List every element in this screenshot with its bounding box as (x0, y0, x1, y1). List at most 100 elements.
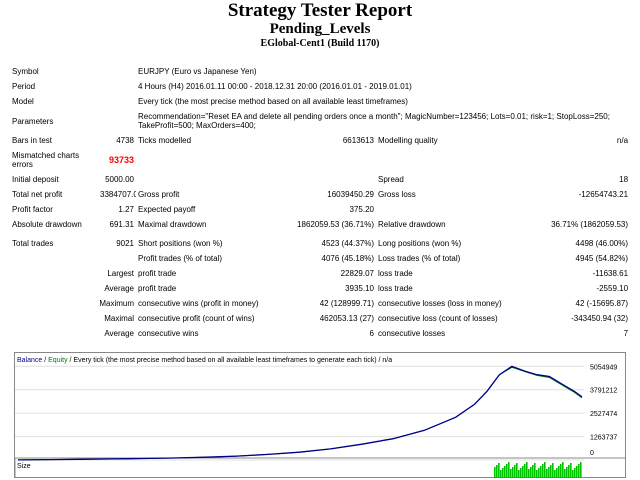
grossprofit-label: Gross profit (138, 190, 180, 199)
netprofit-row: Total net profit 3384707.08 Gross profit… (10, 187, 630, 202)
size-bar (566, 467, 568, 478)
size-bar (576, 466, 578, 478)
mismatch-row: Mismatched charts errors 93733 (10, 148, 630, 172)
maxdd-value: 1862059.53 (36.71%) (297, 220, 374, 229)
reldd-value: 36.71% (1862059.53) (551, 220, 629, 229)
size-bar (578, 464, 580, 478)
avg-cl-label: consecutive losses (378, 329, 446, 338)
size-bar (504, 466, 506, 478)
short-value: 4523 (44.37%) (321, 239, 374, 248)
average-label: Average (104, 284, 134, 293)
symbol-label: Symbol (12, 67, 39, 76)
size-bar (508, 462, 510, 478)
bars-label: Bars in test (12, 136, 53, 145)
size-bar (498, 463, 500, 478)
max-cw-value: 42 (128999.71) (319, 299, 374, 308)
largest-row: Largest profit trade 22829.07 loss trade… (10, 266, 630, 281)
max-cw-label: consecutive wins (profit in money) (138, 299, 259, 308)
size-bar (552, 463, 554, 478)
size-bar (540, 466, 542, 478)
deposit-label: Initial deposit (12, 175, 59, 184)
profittrades-row: Profit trades (% of total) 4076 (45.18%)… (10, 251, 630, 266)
average-pt-value: 3935.10 (345, 284, 374, 293)
deposit-value: 5000.00 (105, 175, 134, 184)
size-bar (510, 469, 512, 478)
avg2-label: Average (104, 329, 134, 338)
parameters-line-2: TakeProfit=500; MaxOrders=400; (138, 121, 256, 130)
size-bar (506, 464, 508, 478)
size-bar (570, 463, 572, 478)
symbol-row: Symbol EURJPY (Euro vs Japanese Yen) (10, 64, 630, 79)
largest-label: Largest (107, 269, 134, 278)
absdd-label: Absolute drawdown (12, 220, 82, 229)
profittrades-label: Profit trades (% of total) (138, 254, 223, 263)
y-tick-label: 1263737 (590, 435, 617, 442)
long-value: 4498 (46.00%) (575, 239, 629, 248)
quality-label: Modelling quality (378, 136, 438, 145)
trades-value: 9021 (116, 239, 134, 248)
netprofit-value: 3384707.08 (100, 190, 136, 199)
average-lt-value: -2559.10 (596, 284, 629, 293)
model-row: Model Every tick (the most precise metho… (10, 94, 630, 109)
size-bar (572, 470, 574, 478)
average-pt-label: profit trade (138, 284, 177, 293)
legend-description: / Every tick (the most precise method ba… (68, 357, 393, 364)
maximum-row: Maximum consecutive wins (profit in mone… (10, 296, 630, 311)
chart-frame (14, 352, 626, 478)
y-axis-ticks: 5054949 3791212 2527474 1263737 0 (590, 364, 617, 457)
size-bar (516, 463, 518, 478)
size-bar (534, 463, 536, 478)
quality-value: n/a (616, 136, 629, 145)
size-bar (580, 462, 582, 478)
payoff-value: 375.20 (349, 205, 374, 214)
size-bar (550, 465, 552, 478)
legend-equity: Equity (48, 357, 68, 364)
symbol-value: EURJPY (Euro vs Japanese Yen) (138, 67, 257, 76)
maximal-cl-value: -343450.94 (32) (571, 314, 629, 323)
balance-line (17, 365, 583, 461)
bars-value: 4738 (116, 136, 134, 145)
size-bar (524, 464, 526, 478)
size-bar (520, 468, 522, 478)
largest-pt-label: profit trade (138, 269, 177, 278)
grossprofit-value: 16039450.29 (327, 190, 374, 199)
mismatch-label: Mismatched charts errors (10, 148, 98, 172)
maximal-label: Maximal (104, 314, 134, 323)
long-label: Long positions (won %) (378, 239, 462, 248)
mismatch-label-1: Mismatched charts (12, 151, 80, 160)
profitfactor-row: Profit factor 1.27 Expected payoff 375.2… (10, 202, 630, 217)
reldd-label: Relative drawdown (378, 220, 446, 229)
size-bar (496, 465, 498, 478)
size-bar (556, 468, 558, 478)
expert-name: Pending_Levels (269, 21, 371, 37)
size-bar (564, 469, 566, 478)
max-cl-label: consecutive losses (loss in money) (378, 299, 502, 308)
trades-row: Total trades 9021 Short positions (won %… (10, 236, 630, 251)
largest-pt-value: 22829.07 (340, 269, 374, 278)
size-bar (514, 465, 516, 478)
report-table: Symbol EURJPY (Euro vs Japanese Yen) Per… (10, 64, 630, 341)
maximum-label: Maximum (99, 299, 134, 308)
report-title: Strategy Tester Report (227, 0, 413, 21)
y-tick-label: 3791212 (590, 388, 617, 395)
y-tick-label: 0 (590, 450, 594, 457)
average-lt-label: loss trade (378, 284, 413, 293)
maximal-cp-value: 462053.13 (27) (319, 314, 374, 323)
grossloss-value: -12654743.21 (578, 190, 629, 199)
netprofit-label: Total net profit (12, 190, 63, 199)
losstrades-value: 4945 (54.82%) (575, 254, 629, 263)
grossloss-label: Gross loss (378, 190, 416, 199)
ticks-value: 6613613 (342, 136, 374, 145)
size-bar (512, 467, 514, 478)
payoff-label: Expected payoff (138, 205, 196, 214)
chart-legend: Balance / Equity / Every tick (the most … (17, 357, 392, 364)
size-bar (562, 462, 564, 478)
size-bars (494, 462, 582, 478)
avg-cw-value: 6 (369, 329, 374, 338)
deposit-row: Initial deposit 5000.00 Spread 18 (10, 172, 630, 187)
y-tick-label: 5054949 (590, 364, 617, 371)
absdd-value: 691.31 (109, 220, 134, 229)
size-bar (558, 466, 560, 478)
pf-label: Profit factor (12, 205, 53, 214)
period-label: Period (12, 82, 36, 91)
